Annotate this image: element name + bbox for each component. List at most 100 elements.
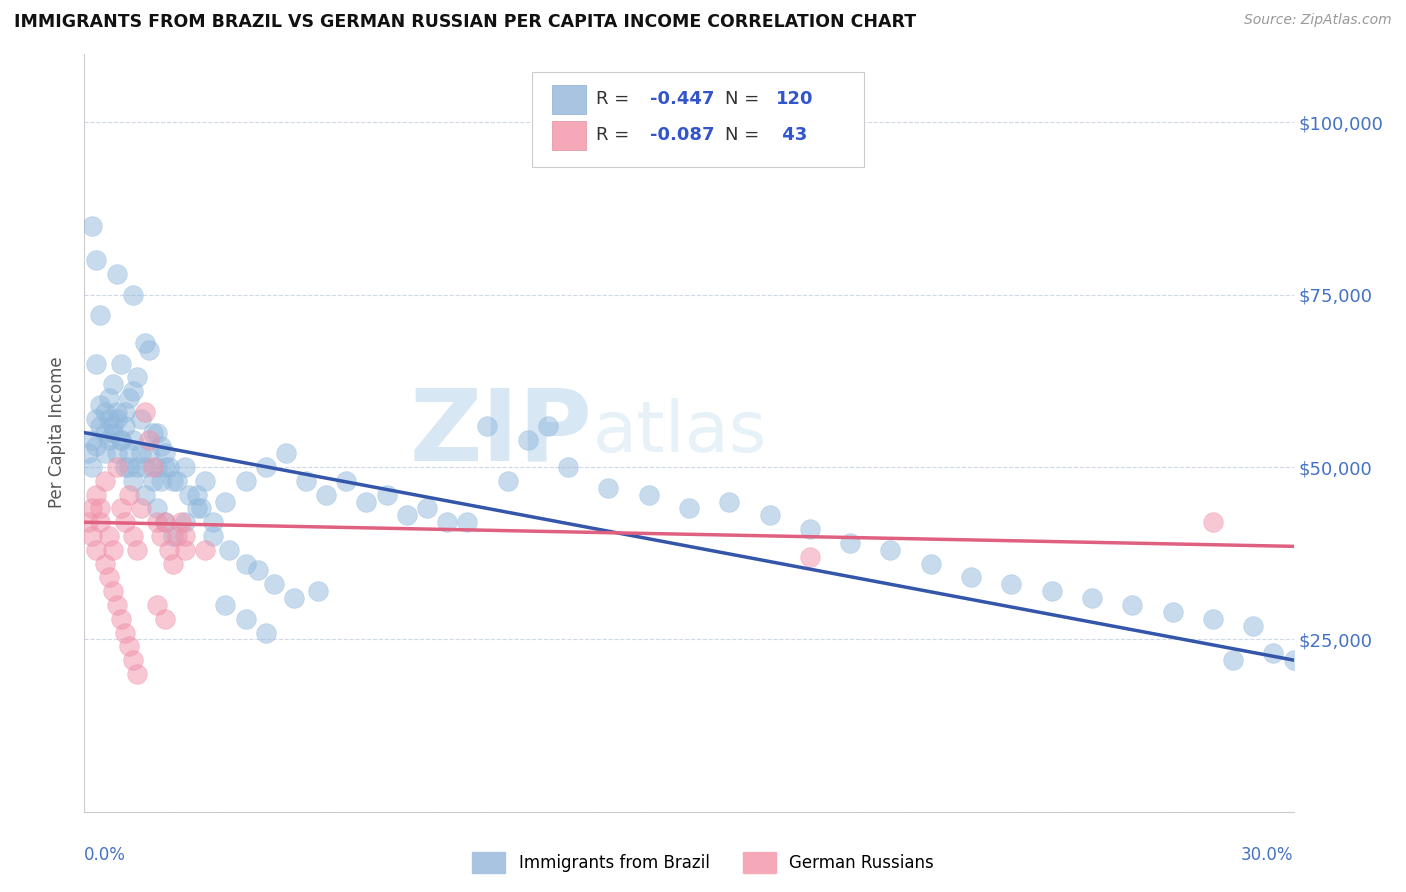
- Immigrants from Brazil: [537, 418, 560, 433]
- German Russians: [194, 542, 217, 557]
- Immigrants from Brazil: [97, 412, 120, 426]
- German Russians: [129, 501, 152, 516]
- Immigrants from Brazil: [235, 557, 257, 571]
- Immigrants from Brazil: [153, 515, 176, 529]
- Immigrants from Brazil: [1040, 584, 1063, 599]
- German Russians: [93, 474, 115, 488]
- Bar: [553, 121, 586, 150]
- German Russians: [134, 405, 156, 419]
- Immigrants from Brazil: [218, 542, 240, 557]
- Immigrants from Brazil: [89, 418, 111, 433]
- German Russians: [101, 584, 124, 599]
- Immigrants from Brazil: [134, 460, 156, 475]
- Immigrants from Brazil: [125, 460, 148, 475]
- Immigrants from Brazil: [416, 501, 439, 516]
- Immigrants from Brazil: [82, 460, 104, 475]
- Immigrants from Brazil: [89, 398, 111, 412]
- Immigrants from Brazil: [179, 488, 201, 502]
- Immigrants from Brazil: [93, 446, 115, 460]
- German Russians: [146, 598, 169, 612]
- Immigrants from Brazil: [190, 501, 212, 516]
- Immigrants from Brazil: [129, 446, 152, 460]
- Immigrants from Brazil: [129, 412, 152, 426]
- Immigrants from Brazil: [134, 488, 156, 502]
- Immigrants from Brazil: [105, 412, 128, 426]
- German Russians: [153, 612, 176, 626]
- German Russians: [174, 529, 197, 543]
- Immigrants from Brazil: [97, 391, 120, 405]
- Immigrants from Brazil: [110, 433, 132, 447]
- Immigrants from Brazil: [335, 474, 357, 488]
- Bar: [553, 86, 586, 114]
- Immigrants from Brazil: [214, 598, 236, 612]
- Immigrants from Brazil: [153, 446, 176, 460]
- Text: atlas: atlas: [592, 398, 766, 467]
- Immigrants from Brazil: [114, 418, 136, 433]
- Text: 43: 43: [776, 127, 807, 145]
- FancyBboxPatch shape: [531, 72, 865, 168]
- Immigrants from Brazil: [153, 460, 176, 475]
- Text: -0.447: -0.447: [650, 90, 714, 108]
- German Russians: [146, 515, 169, 529]
- German Russians: [125, 542, 148, 557]
- Immigrants from Brazil: [114, 460, 136, 475]
- German Russians: [121, 529, 143, 543]
- Immigrants from Brazil: [162, 529, 184, 543]
- Immigrants from Brazil: [101, 425, 124, 440]
- Immigrants from Brazil: [214, 494, 236, 508]
- Immigrants from Brazil: [149, 439, 172, 453]
- German Russians: [125, 666, 148, 681]
- Immigrants from Brazil: [202, 515, 225, 529]
- German Russians: [89, 501, 111, 516]
- German Russians: [114, 625, 136, 640]
- German Russians: [138, 433, 160, 447]
- Text: 30.0%: 30.0%: [1241, 847, 1294, 864]
- Immigrants from Brazil: [637, 488, 659, 502]
- Immigrants from Brazil: [97, 433, 120, 447]
- Immigrants from Brazil: [101, 418, 124, 433]
- Immigrants from Brazil: [456, 515, 478, 529]
- Immigrants from Brazil: [274, 446, 297, 460]
- Immigrants from Brazil: [118, 446, 141, 460]
- Immigrants from Brazil: [101, 377, 124, 392]
- Immigrants from Brazil: [174, 460, 197, 475]
- Text: N =: N =: [725, 127, 765, 145]
- German Russians: [77, 515, 100, 529]
- Immigrants from Brazil: [920, 557, 942, 571]
- Immigrants from Brazil: [678, 501, 700, 516]
- German Russians: [118, 640, 141, 654]
- German Russians: [105, 460, 128, 475]
- German Russians: [82, 501, 104, 516]
- German Russians: [157, 542, 180, 557]
- Immigrants from Brazil: [1202, 612, 1225, 626]
- Immigrants from Brazil: [315, 488, 337, 502]
- German Russians: [121, 653, 143, 667]
- Immigrants from Brazil: [114, 405, 136, 419]
- Immigrants from Brazil: [121, 384, 143, 399]
- Immigrants from Brazil: [356, 494, 378, 508]
- Immigrants from Brazil: [395, 508, 418, 523]
- Immigrants from Brazil: [105, 446, 128, 460]
- Immigrants from Brazil: [142, 425, 165, 440]
- Immigrants from Brazil: [436, 515, 458, 529]
- German Russians: [110, 501, 132, 516]
- Immigrants from Brazil: [86, 357, 108, 371]
- German Russians: [142, 460, 165, 475]
- Immigrants from Brazil: [1263, 646, 1285, 660]
- Text: N =: N =: [725, 90, 765, 108]
- Immigrants from Brazil: [121, 433, 143, 447]
- German Russians: [97, 570, 120, 584]
- German Russians: [799, 549, 821, 564]
- Immigrants from Brazil: [86, 439, 108, 453]
- German Russians: [93, 557, 115, 571]
- Text: 0.0%: 0.0%: [84, 847, 127, 864]
- Immigrants from Brazil: [82, 433, 104, 447]
- Immigrants from Brazil: [375, 488, 398, 502]
- Immigrants from Brazil: [93, 425, 115, 440]
- Immigrants from Brazil: [166, 474, 188, 488]
- German Russians: [86, 542, 108, 557]
- Immigrants from Brazil: [516, 433, 538, 447]
- Immigrants from Brazil: [1241, 618, 1264, 632]
- Text: R =: R =: [596, 127, 636, 145]
- German Russians: [166, 529, 188, 543]
